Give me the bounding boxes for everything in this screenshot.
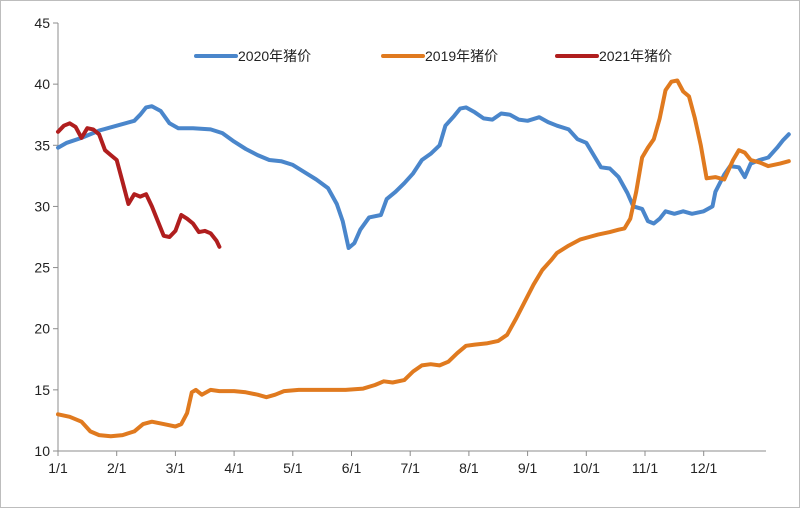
x-tick-label: 12/1: [690, 460, 717, 476]
y-tick-label: 25: [34, 260, 50, 276]
y-tick-label: 35: [34, 137, 50, 153]
x-tick-label: 7/1: [400, 460, 420, 476]
x-tick-label: 4/1: [224, 460, 244, 476]
x-tick-label: 9/1: [518, 460, 538, 476]
legend-label-0: 2020年猪价: [238, 48, 311, 64]
series-line-0: [56, 104, 791, 250]
x-tick-label: 10/1: [573, 460, 600, 476]
x-tick-label: 1/1: [48, 460, 68, 476]
x-tick-label: 2/1: [107, 460, 127, 476]
x-tick-label: 11/1: [632, 460, 658, 476]
x-tick-label: 3/1: [166, 460, 186, 476]
y-tick-label: 40: [34, 76, 50, 92]
series-line-1: [56, 78, 791, 439]
x-tick-label: 5/1: [283, 460, 303, 476]
series-line-2: [56, 121, 222, 249]
x-tick-label: 6/1: [342, 460, 362, 476]
legend-label-2: 2021年猪价: [599, 48, 672, 64]
series-layer: [56, 78, 791, 439]
y-tick-label: 10: [34, 443, 50, 459]
y-tick-label: 45: [34, 15, 50, 31]
x-tick-label: 8/1: [459, 460, 479, 476]
y-tick-label: 30: [34, 198, 50, 214]
y-tick-label: 15: [34, 382, 50, 398]
legend-label-1: 2019年猪价: [425, 48, 498, 64]
legend: 2020年猪价 2019年猪价 2021年猪价: [194, 48, 672, 64]
axes: 10 15 20 25 30 35 40 45 1/1 2/1 3/1 4/1 5/1 6/1 7/1 8/1…: [34, 15, 766, 476]
y-tick-label: 20: [34, 321, 50, 337]
